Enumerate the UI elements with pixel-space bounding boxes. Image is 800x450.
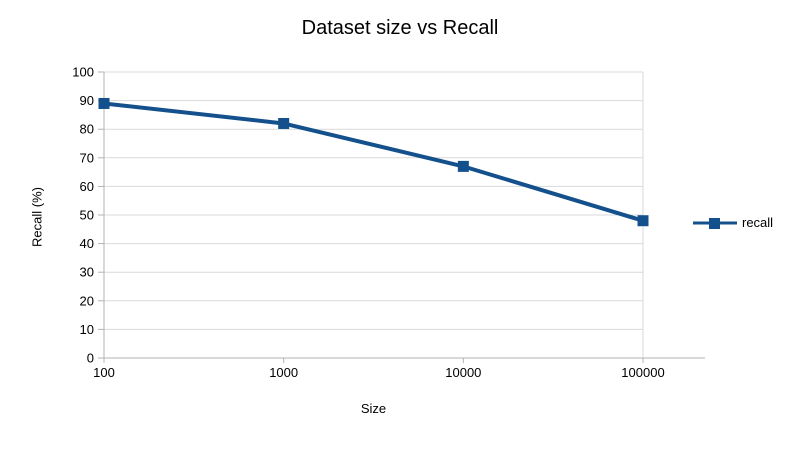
y-tick-label: 100 xyxy=(72,65,94,80)
x-axis-title: Size xyxy=(360,401,387,416)
y-tick-label: 80 xyxy=(80,122,94,137)
y-tick-label: 20 xyxy=(80,293,94,308)
chart-title: Dataset size vs Recall xyxy=(301,17,499,39)
x-tick-label: 100 xyxy=(93,365,115,380)
legend-label: recall xyxy=(742,215,774,230)
data-point-marker xyxy=(278,117,290,129)
y-axis-title: Recall (%) xyxy=(29,187,45,247)
y-tick-label: 30 xyxy=(80,265,94,280)
data-point-marker xyxy=(457,160,469,172)
y-tick-label: 60 xyxy=(80,179,94,194)
x-tick-label: 10000 xyxy=(445,365,481,380)
legend-marker-icon xyxy=(692,217,738,229)
data-point-marker xyxy=(98,97,110,109)
legend: recall xyxy=(692,215,773,230)
x-tick-label: 1000 xyxy=(269,365,298,380)
y-tick-label: 70 xyxy=(80,150,94,165)
y-tick-label: 40 xyxy=(80,236,94,251)
data-point-marker xyxy=(637,215,649,227)
y-tick-label: 10 xyxy=(80,322,94,337)
series-line xyxy=(103,101,644,223)
x-tick-label: 100000 xyxy=(621,365,664,380)
y-tick-label: 90 xyxy=(80,93,94,108)
y-tick-label: 50 xyxy=(80,208,94,223)
y-tick-label: 0 xyxy=(87,351,94,366)
